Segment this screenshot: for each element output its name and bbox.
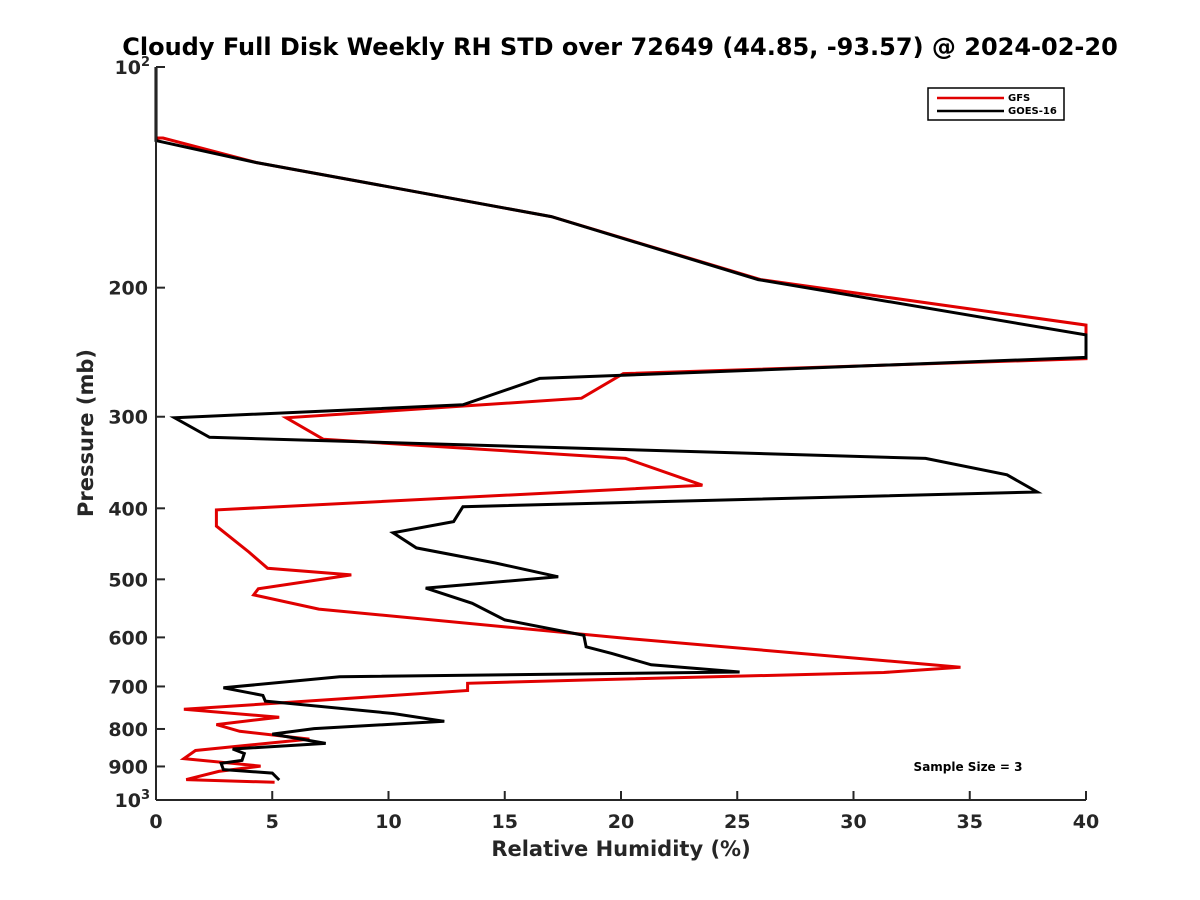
x-ticks: 0 5 10 15 20 25 30 35 40 [149, 791, 1099, 833]
y-tick-label: 500 [108, 569, 148, 591]
x-tick-label: 20 [608, 811, 634, 833]
x-tick-label: 35 [957, 811, 983, 833]
y-tick-label: 600 [108, 627, 148, 649]
x-tick-label: 0 [149, 811, 162, 833]
y-tick-label: 900 [108, 756, 148, 778]
x-tick-label: 5 [266, 811, 279, 833]
legend-box [927, 87, 1065, 121]
series-line-goes16 [154, 67, 1088, 782]
y-axis-label: Pressure (mb) [74, 349, 98, 517]
y-tick-label: 102 [115, 55, 151, 79]
y-tick-label: 200 [108, 278, 148, 300]
series-layer [154, 67, 1088, 784]
chart-title: Cloudy Full Disk Weekly RH STD over 7264… [122, 33, 1118, 61]
x-tick-label: 40 [1073, 811, 1099, 833]
legend-label-goes16: GOES-16 [1008, 106, 1057, 117]
x-tick-label: 25 [724, 811, 750, 833]
legend-label-gfs: GFS [1008, 93, 1030, 104]
y-tick-label: 400 [108, 498, 148, 520]
y-tick-label: 300 [108, 407, 148, 429]
plot-area [156, 67, 1086, 800]
x-tick-label: 10 [375, 811, 401, 833]
sample-size-annotation: Sample Size = 3 [914, 760, 1023, 774]
y-tick-label: 700 [108, 676, 148, 698]
y-ticks: 102 200 300 400 500 600 700 800 900 103 [108, 55, 165, 812]
y-tick-label: 800 [108, 719, 148, 741]
x-tick-label: 30 [840, 811, 866, 833]
x-axis-label: Relative Humidity (%) [491, 837, 750, 861]
y-tick-label: 103 [115, 788, 151, 812]
legend: GFS GOES-16 [927, 87, 1065, 121]
x-tick-label: 15 [492, 811, 518, 833]
